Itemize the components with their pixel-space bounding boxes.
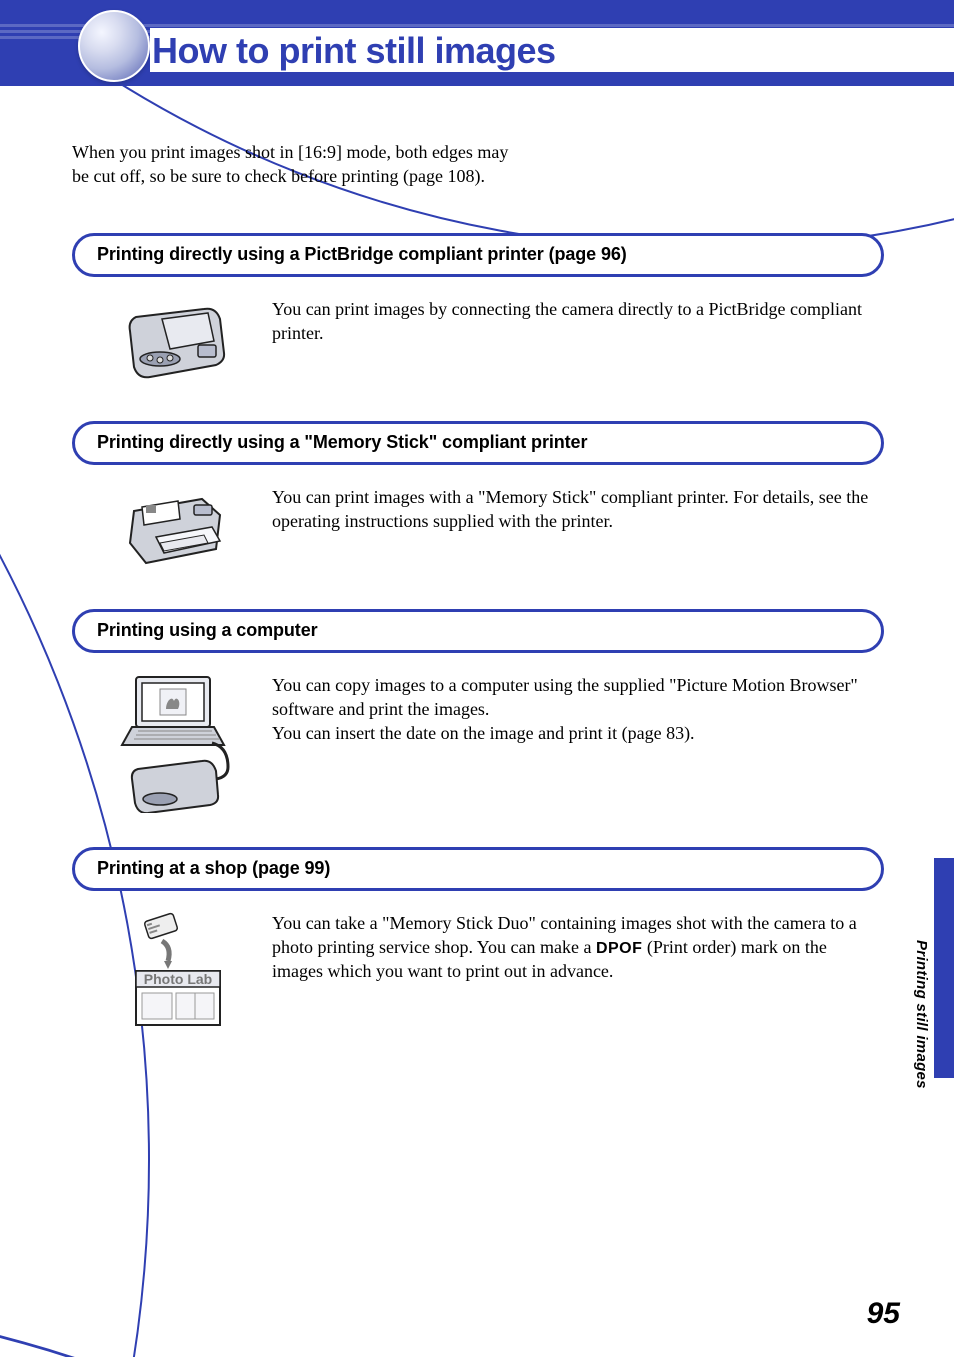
laptop-printer-icon [106,673,246,813]
section-heading: Printing at a shop (page 99) [72,847,884,891]
section-heading: Printing using a computer [72,609,884,653]
section-heading-label: Printing directly using a "Memory Stick"… [97,432,587,453]
content-area: When you print images shot in [16:9] mod… [0,86,954,1039]
section-heading: Printing directly using a PictBridge com… [72,233,884,277]
dpof-label: DPOF [596,940,642,957]
intro-text: When you print images shot in [16:9] mod… [72,140,512,189]
svg-text:Photo Lab: Photo Lab [144,971,212,987]
header-sphere-icon [78,10,150,82]
section-heading-label: Printing at a shop (page 99) [97,858,330,879]
section-body: You can copy images to a computer using … [272,673,878,813]
section-pictbridge: Printing directly using a PictBridge com… [72,233,884,395]
section-body-b: You can insert the date on the image and… [272,723,695,743]
page-number: 95 [867,1297,900,1331]
section-shop: Printing at a shop (page 99) Photo Lab [72,847,884,1039]
section-body: You can take a "Memory Stick Duo" contai… [272,911,878,1031]
printer-icon [106,297,246,387]
section-body-a: You can copy images to a computer using … [272,675,858,719]
page-title: How to print still images [152,30,954,72]
photo-printer-icon [106,485,246,575]
section-memory-stick: Printing directly using a "Memory Stick"… [72,421,884,583]
page-header: Printing still images How to print still… [0,0,954,86]
section-heading-label: Printing using a computer [97,620,318,641]
section-body: You can print images with a "Memory Stic… [272,485,878,575]
section-heading: Printing directly using a "Memory Stick"… [72,421,884,465]
section-computer: Printing using a computer [72,609,884,821]
photo-lab-icon: Photo Lab [106,911,246,1031]
section-heading-label: Printing directly using a PictBridge com… [97,244,627,265]
section-body: You can print images by connecting the c… [272,297,878,387]
